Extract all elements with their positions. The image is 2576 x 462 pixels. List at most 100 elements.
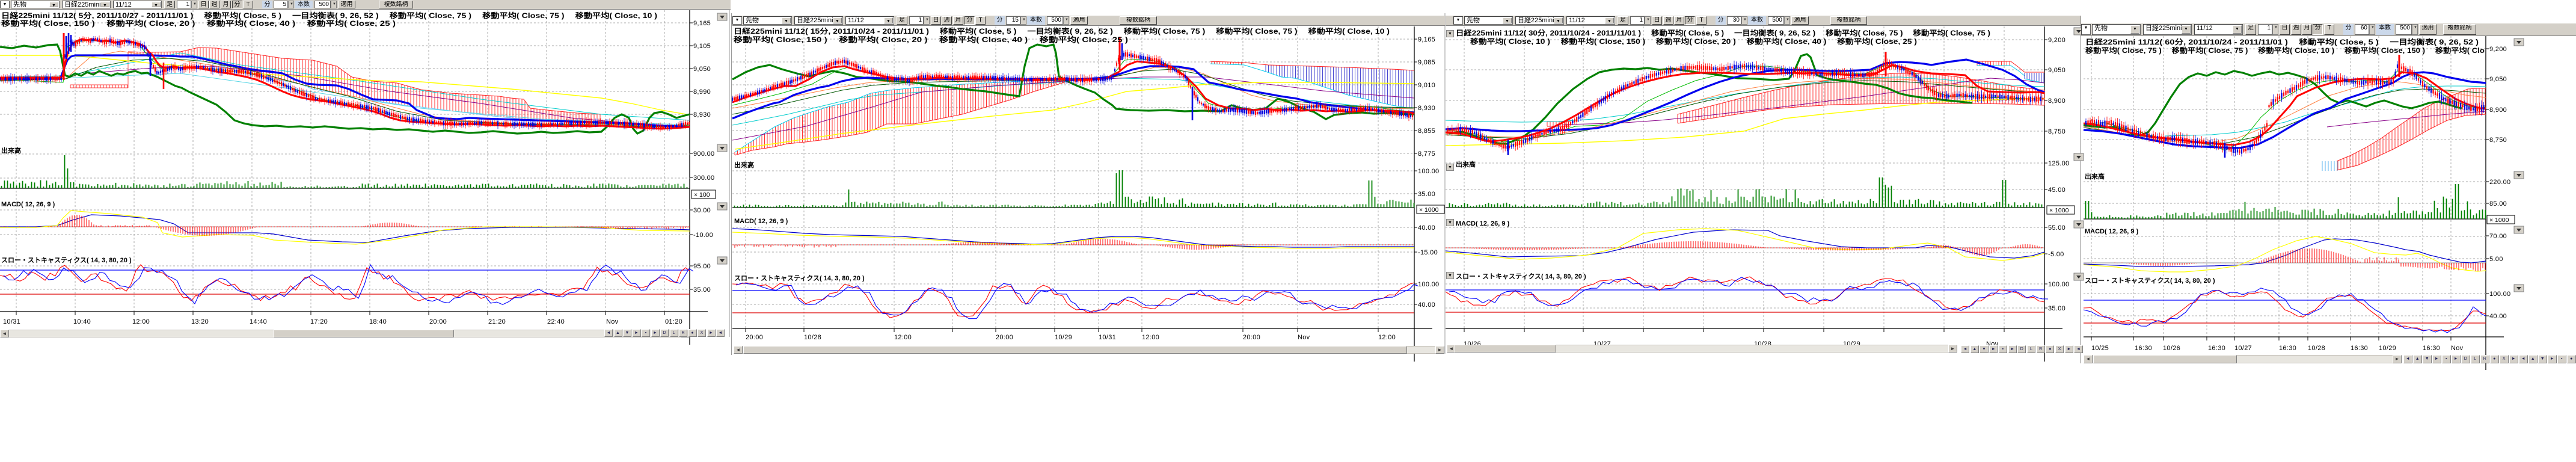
svg-text:20:00: 20:00 (996, 334, 1013, 341)
svg-text:-15.00: -15.00 (1418, 249, 1438, 256)
svg-text:移動平均( Close, 150 ) 移動平均( Clos: 移動平均( Close, 150 ) 移動平均( Close, 20 ) 移動平… (1, 19, 396, 28)
svg-text:300.00: 300.00 (693, 174, 714, 182)
svg-text:9,200: 9,200 (2489, 46, 2507, 53)
svg-text:100.00: 100.00 (1418, 168, 1439, 175)
svg-text:Nov: Nov (1298, 334, 1310, 341)
svg-text:10/28: 10/28 (804, 334, 821, 341)
svg-text:45.00: 45.00 (2048, 186, 2065, 194)
svg-text:100.00: 100.00 (2489, 291, 2510, 298)
svg-text:8,900: 8,900 (2489, 106, 2507, 114)
svg-text:12:00: 12:00 (1378, 334, 1396, 341)
svg-text:01:20: 01:20 (665, 318, 682, 325)
svg-text:40.00: 40.00 (1418, 301, 1435, 309)
svg-text:8,990: 8,990 (693, 88, 711, 96)
svg-text:8,900: 8,900 (2048, 97, 2065, 105)
svg-text:20:00: 20:00 (429, 318, 447, 325)
svg-text:8,750: 8,750 (2489, 137, 2507, 144)
svg-text:900.00: 900.00 (693, 150, 714, 158)
svg-text:8,930: 8,930 (693, 111, 711, 119)
svg-text:100.00: 100.00 (1418, 281, 1439, 288)
svg-text:12:00: 12:00 (132, 318, 150, 325)
svg-text:9,050: 9,050 (2048, 67, 2065, 74)
svg-text:5.00: 5.00 (2489, 256, 2503, 263)
svg-text:10/28: 10/28 (2308, 345, 2325, 352)
svg-text:9,105: 9,105 (693, 43, 711, 50)
svg-text:MACD( 12, 26, 9 ): MACD( 12, 26, 9 ) (1, 201, 55, 208)
svg-text:14:40: 14:40 (250, 318, 267, 325)
svg-text:× 1000: × 1000 (2489, 217, 2509, 224)
svg-text:12:00: 12:00 (894, 334, 912, 341)
svg-text:MACD( 12, 26, 9 ): MACD( 12, 26, 9 ) (1456, 220, 1510, 227)
svg-text:100.00: 100.00 (2048, 281, 2069, 288)
svg-text:10/25: 10/25 (2091, 345, 2109, 352)
svg-text:× 1000: × 1000 (2049, 207, 2069, 214)
svg-text:10/27: 10/27 (2234, 345, 2252, 352)
svg-text:出来高: 出来高 (1456, 160, 1476, 168)
svg-text:12:00: 12:00 (1142, 334, 1159, 341)
svg-text:移動平均( Close, 75 ) 移動平均( Close: 移動平均( Close, 75 ) 移動平均( Close, 75 ) 移動平均… (2085, 46, 2485, 55)
svg-text:9,085: 9,085 (1418, 59, 1435, 66)
svg-text:10:40: 10:40 (73, 318, 91, 325)
svg-text:10/31: 10/31 (1099, 334, 1116, 341)
svg-text:70.00: 70.00 (2489, 233, 2507, 240)
svg-text:30.00: 30.00 (693, 207, 711, 214)
svg-text:移動平均( Close, 150 ) 移動平均( Clos: 移動平均( Close, 150 ) 移動平均( Close, 20 ) 移動平… (734, 35, 1128, 44)
svg-text:× 1000: × 1000 (1419, 206, 1439, 214)
svg-text:日経225mini 11/12( 30分, 2011/10/: 日経225mini 11/12( 30分, 2011/10/24 - 2011/… (1456, 28, 1990, 37)
svg-text:35.00: 35.00 (693, 286, 711, 294)
svg-text:220.00: 220.00 (2489, 179, 2510, 186)
svg-text:20:00: 20:00 (746, 334, 763, 341)
svg-text:9,165: 9,165 (693, 20, 711, 27)
svg-text:スロー・ストキャスティクス( 14, 3, 80, 20 ): スロー・ストキャスティクス( 14, 3, 80, 20 ) (2085, 277, 2215, 285)
svg-text:MACD( 12, 26, 9 ): MACD( 12, 26, 9 ) (734, 218, 788, 225)
svg-text:35.00: 35.00 (2048, 305, 2065, 312)
svg-text:8,930: 8,930 (1418, 105, 1435, 112)
svg-text:スロー・ストキャスティクス( 14, 3, 80, 20 ): スロー・ストキャスティクス( 14, 3, 80, 20 ) (1, 256, 132, 264)
svg-text:9,010: 9,010 (1418, 82, 1435, 89)
svg-text:Nov: Nov (606, 318, 619, 325)
svg-text:スロー・ストキャスティクス( 14, 3, 80, 20 ): スロー・ストキャスティクス( 14, 3, 80, 20 ) (734, 274, 865, 282)
svg-text:9,050: 9,050 (2489, 76, 2507, 83)
svg-text:日経225mini 11/12( 60分, 2011/10/: 日経225mini 11/12( 60分, 2011/10/24 - 2011/… (2085, 37, 2479, 46)
svg-text:10/31: 10/31 (3, 318, 20, 325)
svg-text:MACD( 12, 26, 9 ): MACD( 12, 26, 9 ) (2085, 228, 2139, 235)
svg-text:16:30: 16:30 (2208, 345, 2225, 352)
svg-text:17:20: 17:20 (310, 318, 328, 325)
svg-text:55.00: 55.00 (2048, 224, 2065, 232)
svg-text:20:00: 20:00 (1243, 334, 1260, 341)
svg-text:8,775: 8,775 (1418, 150, 1435, 158)
svg-text:-10.00: -10.00 (693, 232, 713, 239)
svg-text:40.00: 40.00 (1418, 224, 1435, 232)
svg-text:日経225mini 11/12( 5分, 2011/10/2: 日経225mini 11/12( 5分, 2011/10/27 - 2011/1… (1, 11, 657, 20)
svg-text:スロー・ストキャスティクス( 14, 3, 80, 20 ): スロー・ストキャスティクス( 14, 3, 80, 20 ) (1456, 273, 1586, 280)
svg-text:16:30: 16:30 (2279, 345, 2296, 352)
svg-text:10/26: 10/26 (2163, 345, 2180, 352)
svg-text:日経225mini 11/12( 15分, 2011/10/: 日経225mini 11/12( 15分, 2011/10/24 - 2011/… (734, 26, 1390, 35)
svg-text:× 100: × 100 (694, 191, 710, 199)
svg-text:13:20: 13:20 (191, 318, 209, 325)
svg-text:Nov: Nov (2451, 345, 2464, 352)
svg-text:16:30: 16:30 (2423, 345, 2440, 352)
svg-text:8,750: 8,750 (2048, 128, 2065, 135)
svg-text:16:30: 16:30 (2351, 345, 2368, 352)
svg-text:9,165: 9,165 (1418, 36, 1435, 43)
svg-text:10/29: 10/29 (1055, 334, 1072, 341)
svg-text:移動平均( Close, 10 ) 移動平均( Close: 移動平均( Close, 10 ) 移動平均( Close, 150 ) 移動平… (1470, 37, 1917, 46)
svg-text:10/29: 10/29 (2379, 345, 2396, 352)
svg-text:21:20: 21:20 (488, 318, 506, 325)
svg-text:8,855: 8,855 (1418, 128, 1435, 135)
svg-text:18:40: 18:40 (369, 318, 387, 325)
svg-text:95.00: 95.00 (693, 263, 711, 270)
svg-text:85.00: 85.00 (2489, 200, 2507, 208)
svg-text:16:30: 16:30 (2135, 345, 2152, 352)
svg-text:125.00: 125.00 (2048, 160, 2069, 167)
svg-text:35.00: 35.00 (1418, 191, 1435, 198)
svg-text:出来高: 出来高 (2085, 172, 2105, 180)
svg-text:-5.00: -5.00 (2048, 251, 2064, 258)
svg-text:40.00: 40.00 (2489, 313, 2507, 320)
svg-text:出来高: 出来高 (1, 146, 21, 155)
svg-text:出来高: 出来高 (734, 161, 754, 169)
svg-text:9,200: 9,200 (2048, 37, 2065, 44)
svg-text:9,050: 9,050 (693, 66, 711, 73)
svg-text:22:40: 22:40 (547, 318, 565, 325)
